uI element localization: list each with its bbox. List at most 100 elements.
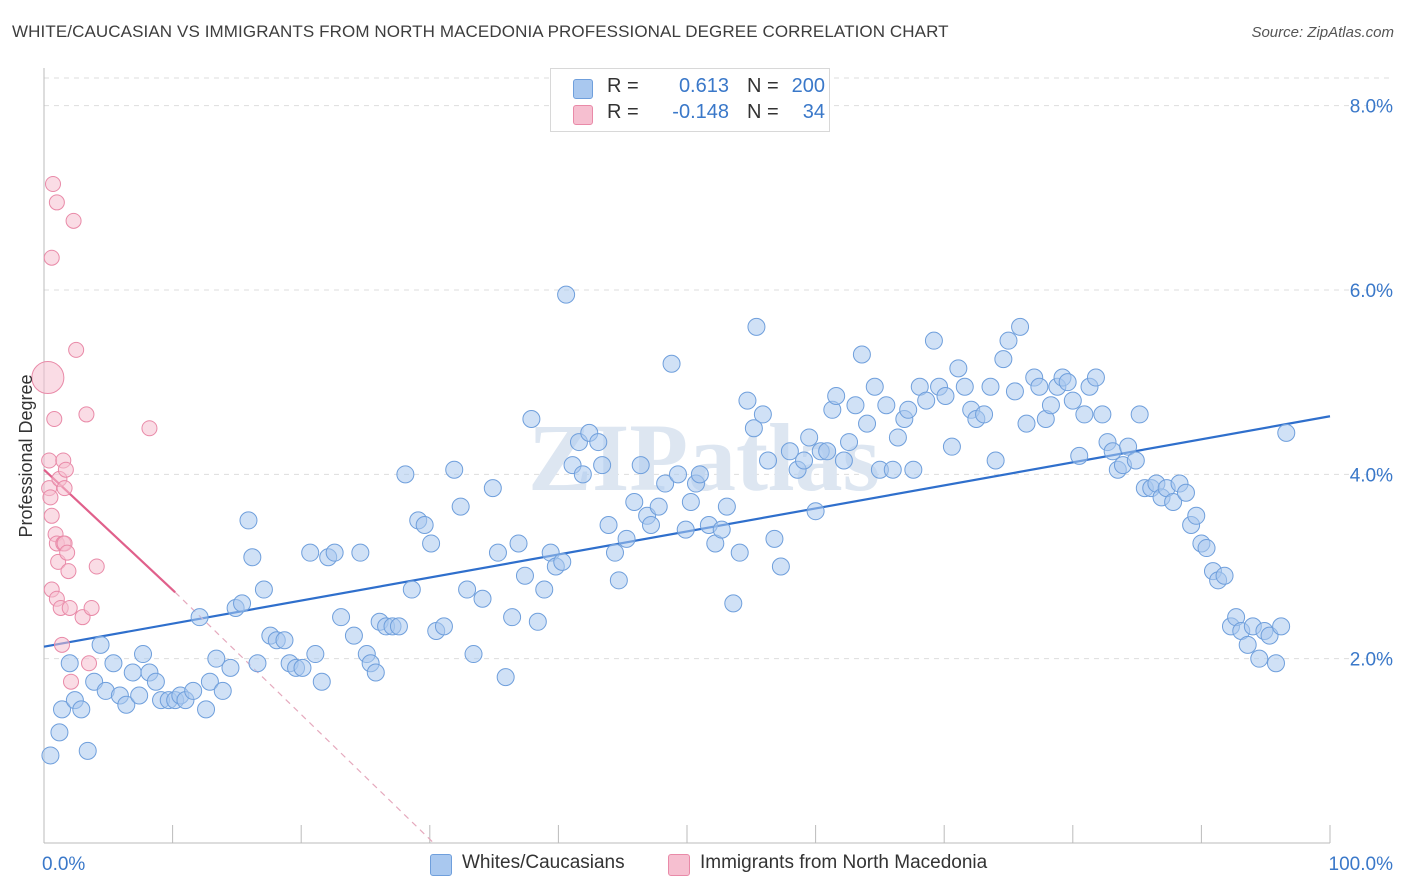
data-point-macedonia: [141, 420, 158, 437]
series-whites: [41, 285, 1296, 765]
data-point-whites: [840, 433, 859, 452]
data-point-whites: [50, 723, 69, 742]
data-point-whites: [275, 631, 294, 650]
data-point-macedonia: [81, 655, 98, 672]
data-point-whites: [883, 460, 902, 479]
data-point-whites: [888, 428, 907, 447]
data-point-whites: [877, 396, 896, 415]
legend-r-label: R =: [607, 101, 639, 123]
data-point-whites: [117, 695, 136, 714]
legend-label-macedonia: Immigrants from North Macedonia: [700, 852, 988, 873]
data-point-macedonia: [63, 673, 80, 690]
data-point-whites: [936, 386, 955, 405]
data-point-macedonia: [48, 194, 65, 211]
data-point-whites: [243, 548, 262, 567]
data-point-whites: [1086, 368, 1105, 387]
data-point-whites: [1130, 405, 1149, 424]
data-point-macedonia: [65, 212, 82, 229]
data-point-whites: [522, 410, 541, 429]
data-point-whites: [53, 700, 72, 719]
data-point-macedonia: [31, 361, 65, 395]
data-point-whites: [942, 437, 961, 456]
data-point-whites: [60, 654, 79, 673]
y-tick-label: 6.0%: [1350, 281, 1393, 302]
data-point-whites: [1119, 437, 1138, 456]
data-point-whites: [625, 492, 644, 511]
data-point-whites: [123, 663, 142, 682]
data-point-whites: [1277, 423, 1296, 442]
data-point-whites: [1266, 654, 1285, 673]
data-point-whites: [1017, 414, 1036, 433]
data-point-whites: [724, 594, 743, 613]
data-point-whites: [78, 741, 97, 760]
data-point-whites: [955, 377, 974, 396]
data-point-macedonia: [78, 406, 95, 423]
data-point-macedonia: [43, 507, 60, 524]
data-point-whites: [1030, 377, 1049, 396]
data-point-whites: [464, 645, 483, 664]
data-point-whites: [451, 497, 470, 516]
y-axis-label: Professional Degree: [16, 374, 36, 537]
data-point-macedonia: [41, 452, 58, 469]
data-point-whites: [389, 617, 408, 636]
data-point-whites: [753, 405, 772, 424]
data-point-whites: [599, 516, 618, 535]
legend-n-label: N =: [747, 101, 779, 123]
data-point-whites: [1075, 405, 1094, 424]
data-point-whites: [780, 442, 799, 461]
data-point-whites: [515, 566, 534, 585]
data-point-whites: [865, 377, 884, 396]
data-point-whites: [1093, 405, 1112, 424]
data-point-whites: [981, 377, 1000, 396]
data-point-macedonia: [88, 558, 105, 575]
data-point-whites: [248, 654, 267, 673]
data-point-whites: [676, 520, 695, 539]
legend-swatch-pink: [668, 854, 690, 876]
data-point-whites: [351, 543, 370, 562]
data-point-whites: [994, 350, 1013, 369]
data-point-whites: [434, 617, 453, 636]
data-point-whites: [593, 456, 612, 475]
data-point-whites: [366, 663, 385, 682]
data-point-whites: [747, 317, 766, 336]
data-point-whites: [986, 451, 1005, 470]
legend-r-label: R =: [607, 75, 639, 97]
data-point-whites: [656, 474, 675, 493]
y-tick-label: 2.0%: [1350, 650, 1393, 671]
data-point-whites: [415, 516, 434, 535]
data-point-whites: [496, 668, 515, 687]
data-point-whites: [795, 451, 814, 470]
data-point-macedonia: [83, 599, 100, 616]
data-point-whites: [605, 543, 624, 562]
data-point-whites: [806, 502, 825, 521]
data-point-whites: [617, 529, 636, 548]
data-point-whites: [239, 511, 258, 530]
data-point-whites: [293, 658, 312, 677]
data-point-whites: [681, 492, 700, 511]
data-point-whites: [641, 516, 660, 535]
data-point-whites: [1011, 317, 1030, 336]
x-tick-label: 0.0%: [42, 854, 85, 875]
data-point-whites: [213, 681, 232, 700]
data-point-whites: [924, 331, 943, 350]
data-point-whites: [190, 608, 209, 627]
x-tick-label: 100.0%: [1329, 854, 1394, 875]
data-point-whites: [662, 354, 681, 373]
data-point-whites: [730, 543, 749, 562]
data-point-whites: [1197, 539, 1216, 558]
data-point-whites: [72, 700, 91, 719]
data-point-whites: [312, 672, 331, 691]
data-point-whites: [396, 465, 415, 484]
data-point-whites: [858, 414, 877, 433]
data-point-whites: [1126, 451, 1145, 470]
data-point-macedonia: [46, 411, 63, 428]
data-point-whites: [1058, 373, 1077, 392]
data-point-macedonia: [54, 636, 71, 653]
data-point-whites: [649, 497, 668, 516]
data-point-macedonia: [45, 175, 62, 192]
data-point-whites: [999, 331, 1018, 350]
data-point-whites: [899, 400, 918, 419]
legend-r-value: 0.613: [678, 75, 729, 97]
data-point-whites: [1238, 635, 1257, 654]
